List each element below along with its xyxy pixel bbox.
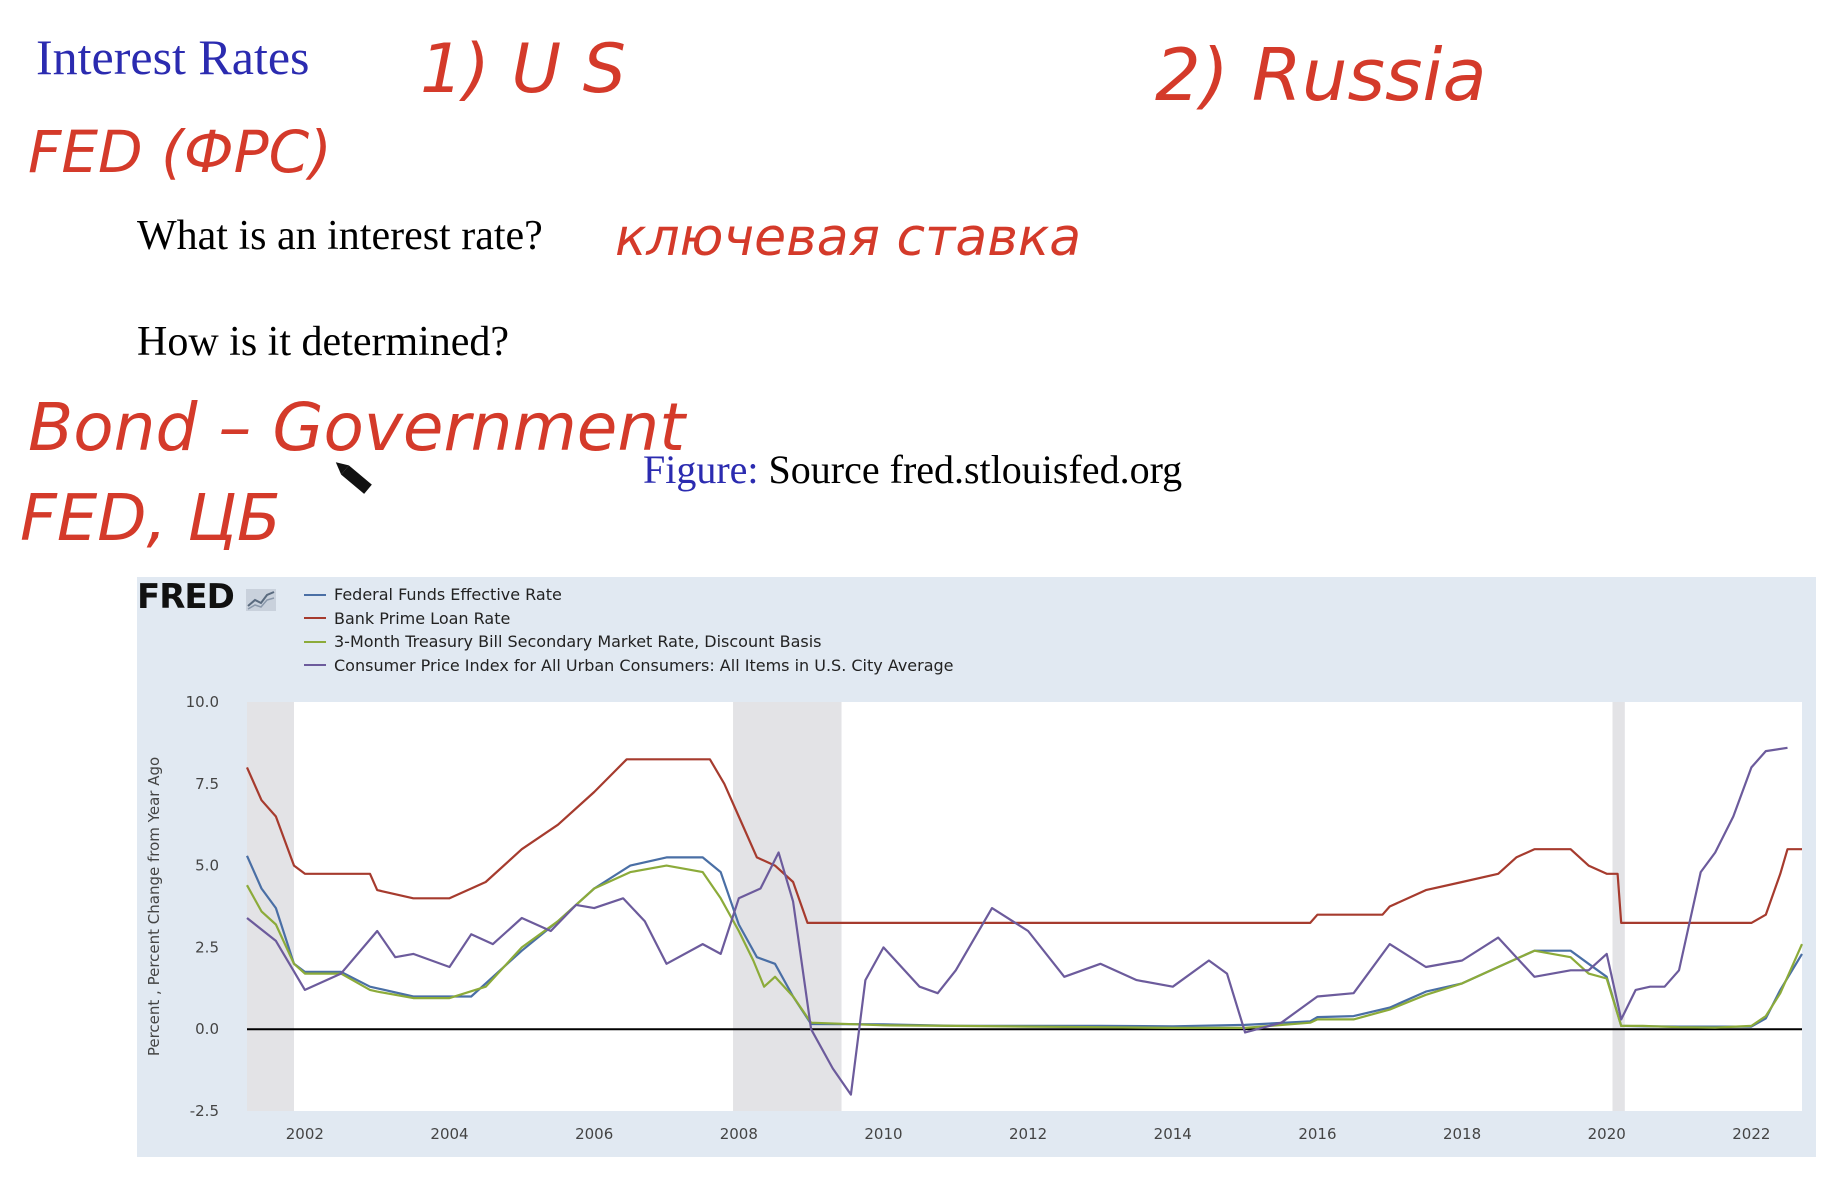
legend-label: Federal Funds Effective Rate	[334, 585, 562, 604]
line-chart: 10.0 7.5 5.0 2.5 0.0 -2.5 2002 2004 2006 2008 201…	[145, 693, 1804, 1143]
fred-logo: FRED	[137, 577, 277, 617]
caption-label: Figure:	[643, 447, 759, 492]
legend-label: Bank Prime Loan Rate	[334, 608, 511, 628]
x-tick-label: 2012	[1009, 1125, 1047, 1143]
question-interest-rate: What is an interest rate?	[137, 213, 543, 259]
chart-legend: Federal Funds Effective Rate Bank Prime …	[304, 583, 954, 677]
legend-swatch	[304, 640, 326, 643]
slide-title: Interest Rates	[36, 29, 310, 85]
legend-item-tbill: 3-Month Treasury Bill Secondary Market R…	[304, 630, 954, 654]
x-tick-label: 2014	[1154, 1125, 1192, 1143]
question-determined: How is it determined?	[137, 319, 510, 365]
annotation-russia: 2) Russia	[1155, 33, 1487, 117]
y-axis-ticks: 10.0 7.5 5.0 2.5 0.0 -2.5	[186, 693, 219, 1120]
x-tick-label: 2018	[1443, 1125, 1481, 1143]
y-tick-label: 0.0	[195, 1020, 219, 1038]
y-tick-label: -2.5	[190, 1102, 219, 1120]
x-tick-label: 2020	[1588, 1125, 1626, 1143]
x-tick-label: 2016	[1298, 1125, 1336, 1143]
figure-caption: Figure: Source fred.stlouisfed.org	[643, 446, 1182, 493]
legend-item-cpi: Consumer Price Index for All Urban Consu…	[304, 654, 954, 678]
x-tick-label: 2004	[430, 1125, 468, 1143]
annotation-bond: Bond – Government	[28, 389, 687, 466]
fred-chart-panel: FRED Federal Funds Effective Rate Bank P…	[137, 577, 1816, 1157]
series-prime-rate-line	[245, 758, 1802, 924]
recession-bands	[247, 702, 1625, 1111]
legend-swatch	[304, 617, 326, 620]
x-tick-label: 2006	[575, 1125, 613, 1143]
x-tick-label: 2022	[1732, 1125, 1770, 1143]
recession-band	[733, 702, 842, 1111]
annotation-key-rate: ключевая ставка	[615, 208, 1081, 268]
legend-label: 3-Month Treasury Bill Secondary Market R…	[334, 632, 822, 651]
y-axis-label: Percent , Percent Change from Year Ago	[145, 757, 163, 1056]
series-cpi-line	[246, 746, 1788, 1096]
annotation-fed: FED (ФРС)	[28, 118, 332, 186]
annotation-fed-cb: FED, ЦБ	[20, 482, 281, 556]
annotation-us: 1) U S	[420, 30, 626, 109]
fred-logo-text: FRED	[137, 577, 235, 617]
legend-item-prime: Bank Prime Loan Rate	[304, 607, 954, 631]
caption-text: Source fred.stlouisfed.org	[758, 447, 1183, 492]
plot-area	[247, 702, 1802, 1111]
series-tbill-line	[246, 864, 1804, 1029]
x-tick-label: 2010	[864, 1125, 902, 1143]
recession-band	[247, 702, 295, 1111]
y-tick-label: 7.5	[195, 775, 219, 793]
recession-band	[1612, 702, 1625, 1111]
x-axis-ticks: 2002 2004 2006 2008 2010 2012 2014 2016 2018 2020…	[286, 1125, 1771, 1143]
legend-item-fed-funds: Federal Funds Effective Rate	[304, 583, 954, 607]
legend-swatch	[304, 664, 326, 667]
series-lines	[245, 746, 1804, 1096]
fred-graph-icon	[245, 588, 276, 611]
x-tick-label: 2008	[720, 1125, 758, 1143]
legend-swatch	[304, 593, 326, 596]
y-tick-label: 5.0	[195, 857, 219, 875]
y-tick-label: 10.0	[186, 693, 219, 711]
pen-cursor-icon	[335, 462, 372, 494]
x-tick-label: 2002	[286, 1125, 324, 1143]
y-tick-label: 2.5	[195, 938, 219, 956]
legend-label: Consumer Price Index for All Urban Consu…	[334, 655, 954, 675]
